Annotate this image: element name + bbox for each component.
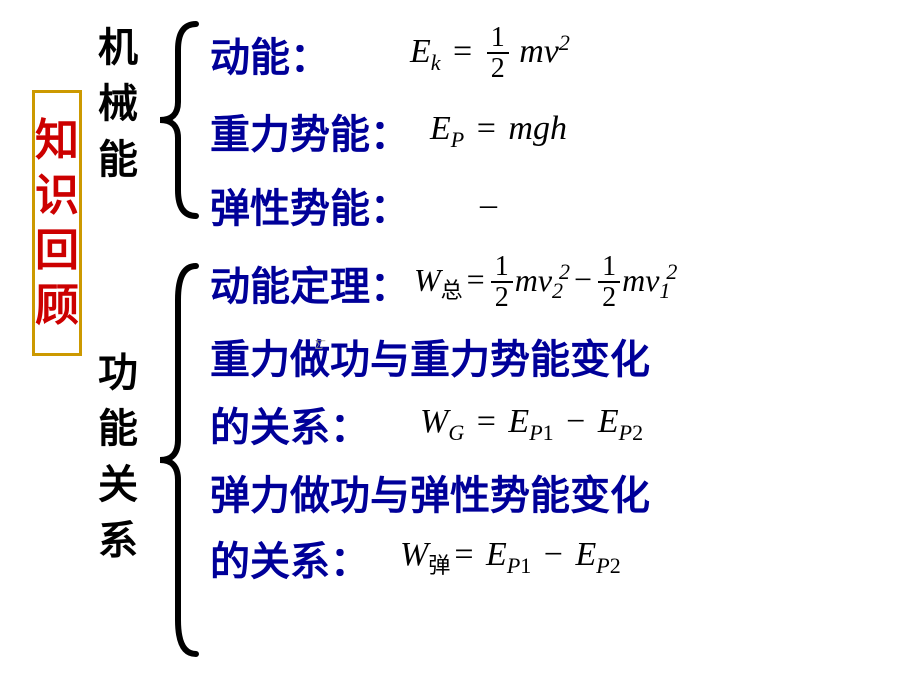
f-num: 1: [487, 24, 509, 54]
f-var: E: [508, 403, 529, 440]
f-t: mv: [515, 261, 552, 297]
label-elastic-pe: 弹性势能：: [210, 176, 410, 234]
f-sub: P: [529, 419, 542, 444]
f-var: W: [420, 403, 448, 440]
f-den: 2: [598, 283, 620, 314]
f-n: 1: [520, 553, 531, 578]
group1-label: 机械能: [96, 20, 140, 188]
f-sub: P: [619, 419, 632, 444]
row-gravity-pe: 重力势能： EP = mgh: [210, 98, 910, 164]
f-sub: P: [507, 553, 520, 578]
f-var: E: [430, 110, 451, 147]
formula-welastic: W弹= EP1 − EP2: [400, 536, 621, 580]
f-var: W: [414, 261, 441, 297]
f-sub: P: [596, 553, 609, 578]
row-elastic-work: 弹力做功与弹性势能变化 的关系： W弹= EP1 − EP2: [210, 464, 910, 588]
row-ke-theorem: 动能定理： W总=12mv22−12mv12: [210, 246, 910, 320]
f-var: E: [575, 536, 596, 573]
brace2-icon: [148, 260, 206, 660]
label-gravity-work-2: 的关系：: [210, 395, 370, 453]
f-n: 1: [543, 419, 554, 444]
f-den: 2: [487, 54, 509, 85]
formula-wg: WG = EP1 − EP2: [420, 403, 643, 446]
f-var: E: [410, 33, 431, 70]
f-e: 2: [666, 259, 677, 284]
f-var: W: [400, 536, 428, 573]
formula-ep: EP = mgh: [430, 110, 567, 153]
label-elastic-work-2: 的关系：: [210, 529, 370, 587]
f-n: 2: [610, 553, 621, 578]
f-t: mv: [622, 261, 659, 297]
f-var: E: [486, 536, 507, 573]
f-den: 2: [491, 283, 513, 314]
row-elastic-pe: 弹性势能： –: [210, 172, 910, 238]
label-elastic-work-1: 弹力做功与弹性势能变化: [210, 464, 910, 528]
formula-wtotal: W总=12mv22−12mv12: [414, 253, 677, 314]
label-gravity-pe: 重力势能：: [210, 102, 410, 160]
f-var: E: [598, 403, 619, 440]
f-sub: 总: [441, 278, 463, 303]
formula-ek: Ek = 12 mv2: [410, 24, 570, 85]
label-ke-theorem: 动能定理：: [210, 254, 410, 312]
f-num: 1: [491, 253, 513, 283]
f-rhs: mgh: [508, 110, 567, 147]
sigma-icon: Σ̄: [315, 338, 323, 354]
sidebar-title: 知识回顾: [32, 90, 82, 356]
f-e: 2: [559, 259, 570, 284]
f-term: mv: [519, 33, 559, 70]
content-area: 动能： Ek = 12 mv2 重力势能： EP = mgh 弹性势能： – 动…: [210, 18, 910, 596]
f-sub: P: [451, 126, 464, 151]
f-sub: 弹: [428, 553, 450, 578]
f-sub: G: [448, 419, 464, 444]
f-n: 2: [632, 419, 643, 444]
brace1-icon: [148, 20, 206, 220]
f-exp: 2: [559, 29, 570, 54]
row-kinetic: 动能： Ek = 12 mv2: [210, 18, 910, 90]
f-sub: k: [431, 50, 441, 75]
label-kinetic: 动能：: [210, 25, 330, 83]
group2-label: 功能关系: [96, 345, 140, 569]
f-num: 1: [598, 253, 620, 283]
formula-elastic-dash: –: [480, 186, 497, 224]
